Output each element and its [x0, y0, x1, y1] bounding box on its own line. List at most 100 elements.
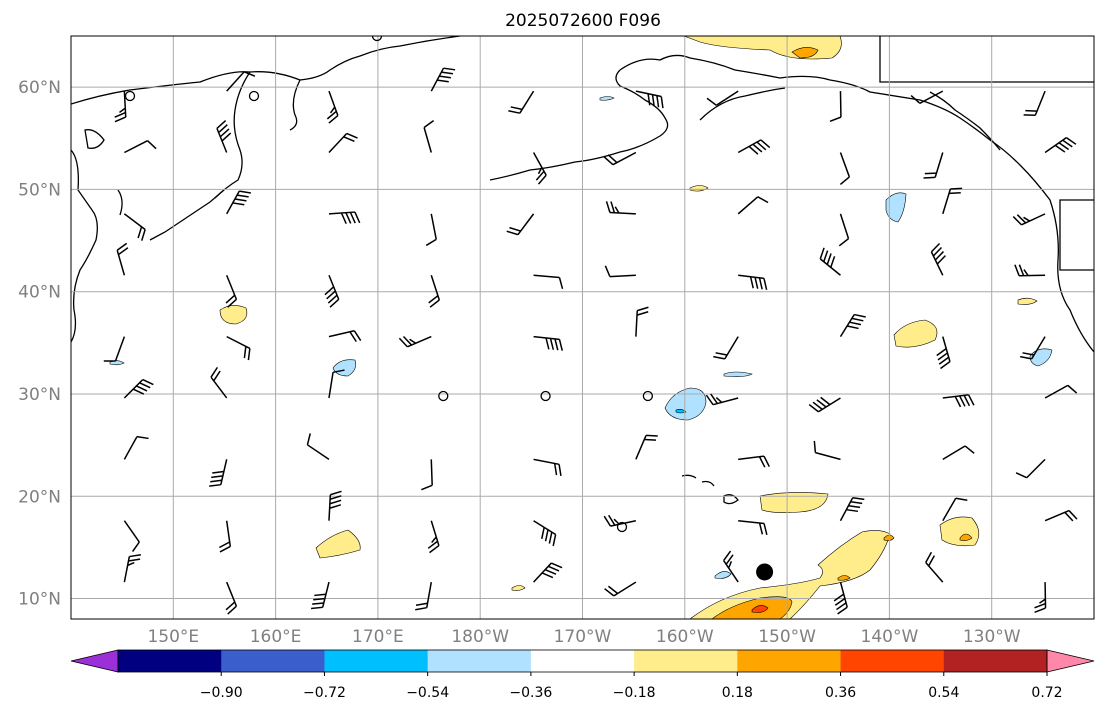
wind-barb [421, 459, 433, 491]
wind-barb [398, 335, 432, 348]
positive-anomaly [759, 492, 829, 513]
colorbar-swatch [118, 650, 222, 672]
wind-barb [306, 433, 330, 460]
wind-barb [1015, 458, 1046, 479]
colorbar-extend-low [70, 649, 119, 673]
wind-barb [123, 213, 146, 241]
coastline-segment [489, 69, 669, 181]
positive-anomaly [893, 319, 938, 348]
negative-anomaly [332, 359, 356, 377]
wind-barb [123, 553, 142, 583]
colorbar-extend-high [1046, 649, 1095, 673]
coastline-segment [879, 36, 1094, 83]
wind-barb [604, 265, 636, 278]
lon-tick-label: 150°W [758, 627, 816, 647]
wind-barb [923, 152, 944, 179]
wind-barb [123, 378, 154, 399]
wind-barb [1012, 213, 1046, 226]
positive-anomaly [219, 305, 248, 325]
lat-tick-label: 60°N [18, 78, 61, 98]
positive-anomaly [683, 36, 842, 60]
wind-barb [226, 190, 251, 215]
negative-anomaly [664, 387, 707, 421]
wind-barb [829, 91, 842, 123]
wind-barb [808, 396, 841, 413]
wind-barb [635, 90, 664, 109]
wind-barb [605, 201, 636, 215]
wind-barb [310, 581, 330, 610]
wind-barb [1044, 384, 1078, 399]
colorbar-swatch [840, 650, 945, 672]
coastline-segment [701, 480, 715, 487]
wind-barb [738, 274, 768, 290]
wind-barb [328, 369, 345, 399]
lon-tick-label: 130°W [963, 627, 1021, 647]
coastline-segment [1059, 199, 1094, 271]
wind-barb [508, 90, 535, 114]
wind-barb [737, 196, 769, 215]
coastline-segment [723, 494, 739, 505]
wind-barb [936, 336, 951, 370]
wind-barb [713, 336, 739, 360]
coastline-segment [71, 36, 461, 105]
wind-barb [833, 581, 848, 615]
wind-barb [738, 519, 768, 535]
colorbar-tick-label: −0.54 [406, 685, 449, 701]
wind-barb [225, 581, 238, 615]
wind-barb [226, 335, 251, 361]
colorbar-tick-label: 0.54 [928, 685, 959, 701]
wind-barb [705, 393, 739, 406]
colorbar-swatch [943, 650, 1048, 672]
lat-tick-label: 20°N [18, 487, 61, 507]
wind-barb [123, 435, 149, 460]
lon-tick-label: 140°W [861, 627, 919, 647]
wind-barb [425, 213, 437, 247]
wind-barb [124, 140, 157, 154]
wind-barb [216, 120, 232, 153]
negative-anomaly [675, 409, 687, 414]
calm-wind-marker [124, 90, 136, 102]
lat-tick-label: 50°N [18, 180, 61, 200]
map-title: 2025072600 F096 [505, 11, 661, 31]
wind-barb [813, 440, 841, 461]
wind-barb [533, 520, 557, 547]
wind-barb [324, 274, 340, 308]
colorbar-swatch [427, 650, 532, 672]
wind-barb [925, 551, 944, 583]
wind-barb [1014, 264, 1046, 277]
colorbar-swatch [324, 650, 429, 672]
wind-barb [533, 562, 563, 583]
map-frame [70, 35, 1095, 620]
wind-barb [1034, 582, 1047, 613]
wind-barb [116, 242, 129, 276]
wind-barb [533, 335, 563, 351]
wind-barb [532, 152, 547, 185]
lon-tick-label: 170°W [554, 627, 612, 647]
wind-barb [738, 455, 770, 468]
positive-anomaly [837, 575, 851, 581]
colorbar-outline [117, 649, 1048, 673]
longitude-labels: 150°E 160°E 170°E 180°W 170°W 160°W 150°W 140°W… [147, 627, 1020, 647]
colorbar: −0.90 −0.72 −0.54 −0.36 −0.18 0.18 0.36 0.54 0.7… [70, 649, 1095, 701]
wind-barb [123, 520, 140, 553]
positive-anomaly [959, 533, 973, 541]
negative-anomaly [885, 192, 907, 223]
positive-anomaly [1017, 297, 1038, 305]
wind-barb [328, 490, 342, 521]
colorbar-swatch [634, 650, 738, 672]
wind-barb [942, 497, 968, 522]
wind-barb [430, 67, 456, 92]
coastline-segment [149, 189, 225, 241]
wind-barb [839, 497, 865, 522]
coastline-segment [681, 474, 697, 479]
coastline-segment [619, 54, 1094, 353]
colorbar-swatch [530, 650, 635, 672]
wind-barb [506, 213, 535, 236]
wind-barb [533, 458, 562, 476]
positive-anomaly [689, 530, 891, 619]
wind-barb [603, 514, 637, 527]
wind-barb [839, 313, 866, 338]
wind-barb [942, 187, 963, 215]
wind-barb [706, 90, 739, 106]
wind-barb [423, 120, 435, 153]
